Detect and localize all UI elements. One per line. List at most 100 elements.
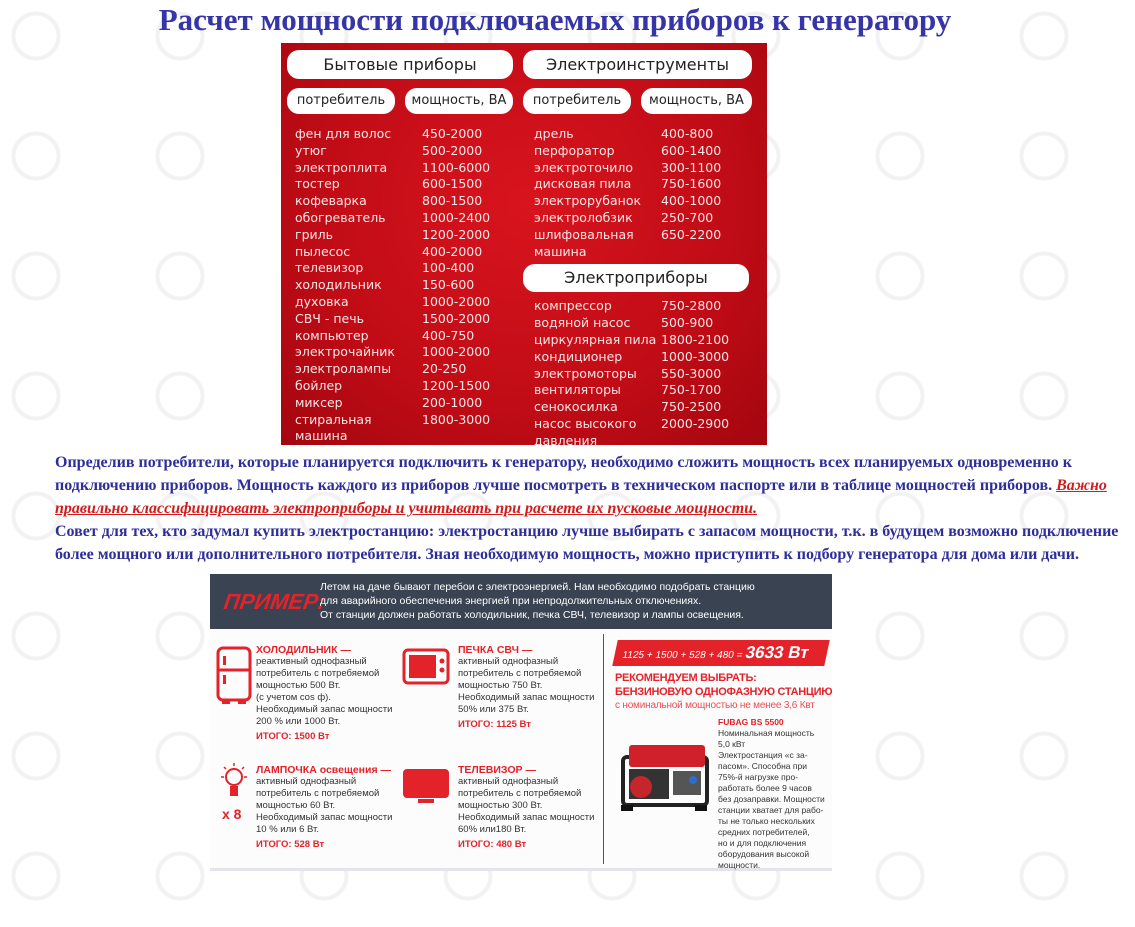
consumer-name: утюг	[295, 142, 327, 158]
generator-line: станции хватает для рабо-	[718, 805, 824, 815]
rec-line: РЕКОМЕНДУЕМ ВЫБРАТЬ:	[615, 672, 757, 684]
household-list: фен для волос 450-2000 утюг 500-2000 электро…	[295, 126, 525, 445]
table-row: утюг 500-2000	[295, 143, 525, 160]
power-range: 400-1000	[661, 193, 722, 209]
item-line: активный однофазный	[458, 656, 559, 667]
consumer-name: электроплита	[295, 159, 388, 175]
rec-line: БЕНЗИНОВУЮ ОДНОФАЗНУЮ СТАНЦИЮ	[615, 686, 833, 698]
table-row: тостер 600-1500	[295, 176, 525, 193]
divider	[603, 634, 604, 864]
generator-image	[621, 745, 709, 811]
power-range: 750-1600	[661, 176, 722, 192]
power-range: 20-250	[422, 361, 467, 377]
consumer-name: дрель	[534, 126, 574, 141]
consumer-name: тостер	[295, 176, 340, 192]
fridge-icon	[216, 646, 252, 704]
power-range: 250-700	[661, 209, 714, 225]
consumer-name: электрорубанок	[534, 193, 642, 209]
table-row: пылесос 400-2000	[295, 244, 525, 261]
intro-line: От станции должен работать холодильник, …	[320, 609, 744, 621]
consumer-name: электролобзик	[534, 209, 633, 225]
power-range: 200-1000	[422, 394, 483, 410]
power-range: 750-1700	[661, 382, 722, 398]
power-range: 1000-2000	[422, 344, 491, 360]
power-range: 600-1500	[422, 176, 483, 192]
power-range: 1000-2000	[422, 293, 491, 309]
table-row: стиральная машина 1800-3000	[295, 412, 525, 446]
lamp-multiplier: x 8	[222, 806, 242, 822]
consumer-name: электролампы	[295, 361, 392, 377]
power-range: 600-1400	[661, 142, 722, 158]
item-line: 50% или 375 Вт.	[458, 704, 529, 715]
item-total: ИТОГО: 1125 Вт	[458, 719, 531, 730]
item-line: активный однофазный	[256, 776, 357, 787]
table-row: электролампы 20-250	[295, 361, 525, 378]
item-line: Необходимый запас мощности	[458, 692, 595, 703]
power-range: 300-1100	[661, 159, 722, 175]
item-line: потребитель с потребяемой	[458, 668, 582, 679]
item-line: (с учетом cos ф).	[256, 692, 331, 703]
item-line: Необходимый запас мощности	[458, 812, 595, 823]
power-range: 100-400	[422, 260, 475, 276]
item-line: Необходимый запас мощности	[256, 812, 393, 823]
item-line: мощностью 60 Вт.	[256, 800, 336, 811]
generator-description: FUBAG BS 5500 Номинальная мощность 5,0 кВт…	[718, 717, 830, 871]
item-line: потребитель с потребяемой	[458, 788, 582, 799]
intro-line: Летом на даче бывают перебои с электроэн…	[320, 581, 755, 593]
power-range: 550-3000	[661, 365, 722, 381]
table-row: насос высокого давления 2000-2900	[534, 416, 764, 450]
table-row: электрочайник 1000-2000	[295, 344, 525, 361]
intro-line: для аварийного обеспечения энергией при …	[320, 595, 702, 607]
item-line: мощностью 750 Вт.	[458, 680, 543, 691]
example-intro: Летом на даче бывают перебои с электроэн…	[320, 580, 755, 622]
power-range: 1200-2000	[422, 226, 491, 242]
power-range: 1800-2100	[661, 331, 730, 347]
tools-rows: дрель 400-800 перфоратор 600-1400 электроточ…	[534, 126, 764, 260]
paragraph-2: Совет для тех, кто задумал купить электр…	[55, 523, 1119, 563]
table-row: кондиционер 1000-3000	[534, 349, 764, 366]
tools-col-consumer: потребитель	[523, 88, 631, 114]
table-row: компрессор 750-2800	[534, 298, 764, 315]
table-row: электромоторы 550-3000	[534, 366, 764, 383]
consumer-name: фен для волос	[295, 126, 392, 141]
table-row: бойлер 1200-1500	[295, 378, 525, 395]
generator-line: 75%-й нагрузке про-	[718, 772, 799, 782]
power-range: 2000-2900	[661, 415, 730, 431]
table-row: электроточило 300-1100	[534, 160, 764, 177]
table-row: электрорубанок 400-1000	[534, 193, 764, 210]
table-row: шлифовальная машина 650-2200	[534, 227, 764, 261]
table-row: сенокосилка 750-2500	[534, 399, 764, 416]
power-range: 450-2000	[422, 126, 483, 141]
appliances-list: компрессор 750-2800 водяной насос 500-900 ци…	[534, 298, 764, 449]
lightbulb-icon	[221, 763, 247, 796]
item-line: Необходимый запас мощности	[256, 704, 393, 715]
consumer-name: электроточило	[534, 159, 634, 175]
consumer-name: компрессор	[534, 298, 612, 314]
item-line: мощностью 300 Вт.	[458, 800, 543, 811]
consumer-name: дисковая пила	[534, 176, 632, 192]
important-link[interactable]: Важно правильно классифицировать электро…	[55, 477, 1107, 517]
table-row: циркулярная пила 1800-2100	[534, 332, 764, 349]
item-title: ПЕЧКА СВЧ —	[458, 644, 533, 656]
example-label: ПРИМЕР:	[222, 589, 327, 614]
table-row: дрель 400-800	[534, 126, 764, 143]
consumer-name: духовка	[295, 293, 349, 309]
power-range: 500-2000	[422, 142, 483, 158]
table-row: фен для волос 450-2000	[295, 126, 525, 143]
item-line: потребитель с потребяемой	[256, 788, 380, 799]
generator-line: пасом». Способна при	[718, 761, 807, 771]
table-row: кофеварка 800-1500	[295, 193, 525, 210]
table-row: электроплита 1100-6000	[295, 160, 525, 177]
power-range: 1800-3000	[422, 411, 491, 427]
table-row: электролобзик 250-700	[534, 210, 764, 227]
generator-block: FUBAG BS 5500 Номинальная мощность 5,0 кВт…	[615, 717, 830, 871]
power-range: 1000-3000	[661, 348, 730, 364]
item-title: ХОЛОДИЛЬНИК —	[256, 644, 351, 656]
item-total: ИТОГО: 528 Вт	[256, 839, 325, 850]
table-row: перфоратор 600-1400	[534, 143, 764, 160]
power-range: 1000-2400	[422, 209, 491, 225]
power-range: 400-750	[422, 327, 475, 343]
consumer-name: стиральная машина	[295, 411, 372, 444]
paragraph-1: Определив потребители, которые планирует…	[55, 454, 1073, 494]
power-range: 1100-6000	[422, 159, 491, 175]
